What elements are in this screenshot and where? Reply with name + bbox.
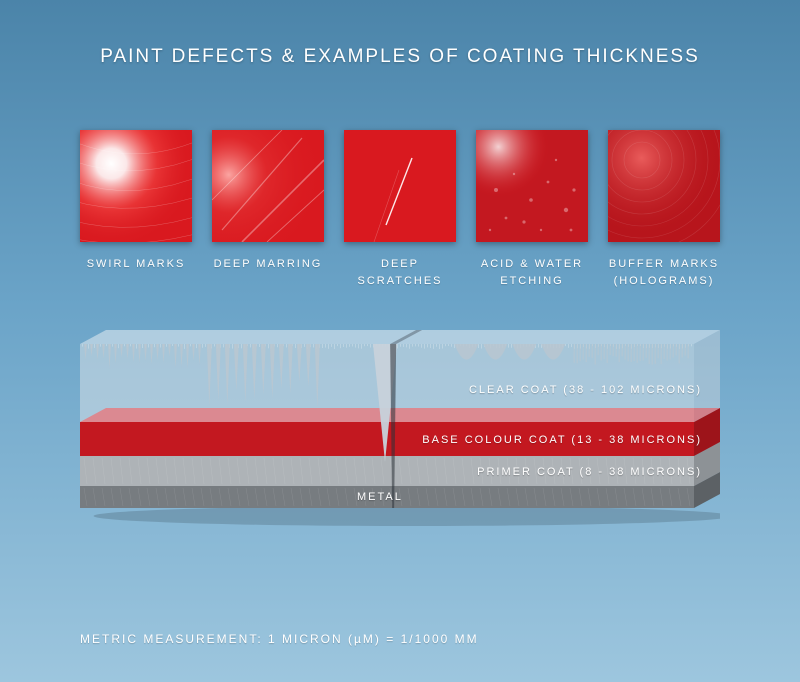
caption-swirl-marks: SWIRL MARKS (87, 256, 186, 273)
swatch-buffer-marks (608, 130, 720, 242)
label-base-coat: BASE COLOUR COAT (13 - 38 MICRONS) (422, 434, 702, 446)
thumb-swirl-marks: SWIRL MARKS (80, 130, 192, 289)
caption-acid-water: ACID & WATER ETCHING (481, 256, 583, 289)
caption-deep-marring: DEEP MARRING (214, 256, 323, 273)
swatch-deep-scratches (344, 130, 456, 242)
thumbnail-row: SWIRL MARKS (80, 130, 720, 289)
cross-section-diagram: CLEAR COAT (38 - 102 MICRONS) BASE COLOU… (80, 330, 720, 590)
caption-buffer-marks: BUFFER MARKS (HOLOGRAMS) (609, 256, 719, 289)
footer-note: METRIC MEASUREMENT: 1 MICRON (µM) = 1/10… (80, 632, 479, 646)
page-title: PAINT DEFECTS & EXAMPLES OF COATING THIC… (0, 46, 800, 68)
thumb-acid-water: ACID & WATER ETCHING (476, 130, 588, 289)
swatch-acid-water (476, 130, 588, 242)
thumb-buffer-marks: BUFFER MARKS (HOLOGRAMS) (608, 130, 720, 289)
thumb-deep-scratches: DEEP SCRATCHES (344, 130, 456, 289)
caption-deep-scratches: DEEP SCRATCHES (357, 256, 442, 289)
thumb-deep-marring: DEEP MARRING (212, 130, 324, 289)
swatch-swirl-marks (80, 130, 192, 242)
label-primer-coat: PRIMER COAT (8 - 38 MICRONS) (477, 466, 702, 478)
swatch-deep-marring (212, 130, 324, 242)
canvas: PAINT DEFECTS & EXAMPLES OF COATING THIC… (0, 0, 800, 682)
label-clear-coat: CLEAR COAT (38 - 102 MICRONS) (469, 384, 702, 396)
label-metal: METAL (357, 491, 403, 503)
